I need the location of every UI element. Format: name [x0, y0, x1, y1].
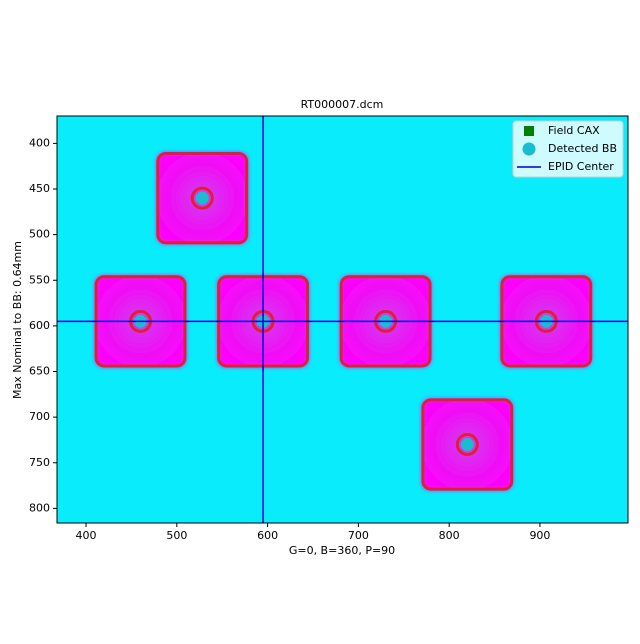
y-tick-label: 650 — [29, 365, 50, 378]
y-tick-label: 800 — [29, 501, 50, 514]
x-tick-label: 700 — [348, 529, 369, 542]
y-tick-label: 600 — [29, 319, 50, 332]
x-tick-label: 600 — [257, 529, 278, 542]
detected-bb — [460, 438, 474, 452]
x-tick-label: 800 — [439, 529, 460, 542]
legend-label: Field CAX — [548, 124, 600, 137]
y-tick-label: 550 — [29, 273, 50, 286]
y-tick-label: 450 — [29, 182, 50, 195]
bb-edge — [455, 433, 479, 457]
y-axis-label: Max Nominal to BB: 0.64mm — [11, 241, 24, 399]
legend-marker — [522, 142, 536, 156]
legend-label: Detected BB — [548, 142, 617, 155]
y-tick-label: 400 — [29, 136, 50, 149]
legend-marker — [524, 126, 534, 136]
detected-bb — [195, 191, 209, 205]
y-tick-label: 700 — [29, 410, 50, 423]
legend-label: EPID Center — [548, 160, 614, 173]
axes-frame — [56, 115, 629, 524]
legend-box — [512, 120, 624, 178]
field-edge — [421, 398, 514, 491]
x-tick-label: 500 — [166, 529, 187, 542]
y-tick-label: 500 — [29, 228, 50, 241]
x-tick-label: 900 — [529, 529, 550, 542]
x-tick-label: 400 — [76, 529, 97, 542]
plot-area — [57, 116, 628, 523]
chart-title: RT000007.dcm — [301, 98, 384, 111]
x-axis-label: G=0, B=360, P=90 — [289, 544, 395, 557]
field-edge — [156, 152, 249, 245]
legend: Field CAX Detected BB EPID Center — [512, 120, 624, 178]
y-tick-label: 750 — [29, 456, 50, 469]
bb-edge — [190, 186, 214, 210]
